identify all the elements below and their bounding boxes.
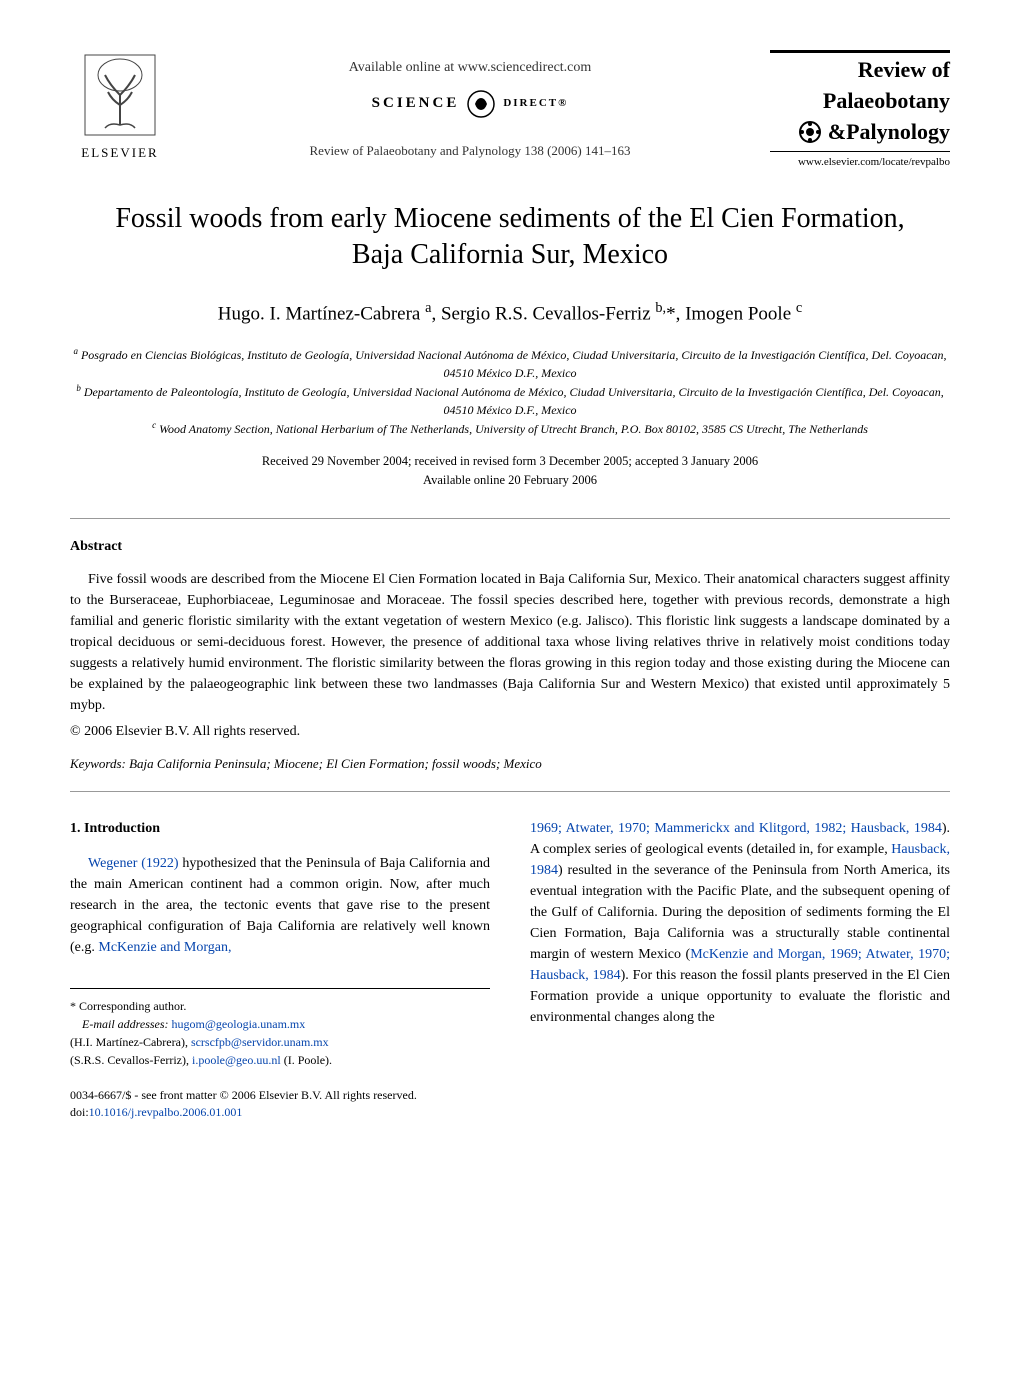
abstract-copyright: © 2006 Elsevier B.V. All rights reserved…: [70, 722, 950, 742]
journal-title-line3: &Palynology: [770, 117, 950, 148]
email-line-2: (H.I. Martínez-Cabrera), scrscfpb@servid…: [70, 1033, 490, 1051]
refs-link-1[interactable]: 1969; Atwater, 1970; Mammerickx and Klit…: [530, 821, 942, 836]
science-text: SCIENCE: [372, 93, 460, 114]
keywords-text: Baja California Peninsula; Miocene; El C…: [129, 756, 542, 771]
elsevier-logo: ELSEVIER: [70, 50, 170, 162]
journal-url: www.elsevier.com/locate/revpalbo: [770, 151, 950, 170]
elsevier-label: ELSEVIER: [81, 144, 158, 162]
keywords-label: Keywords:: [70, 756, 126, 771]
affiliations: a Posgrado en Ciencias Biológicas, Insti…: [70, 345, 950, 438]
dates-received: Received 29 November 2004; received in r…: [70, 452, 950, 471]
email2-owner: (S.R.S. Cevallos-Ferriz),: [70, 1053, 192, 1067]
intro-para-left: Wegener (1922) hypothesized that the Pen…: [70, 853, 490, 958]
intro-para-right: 1969; Atwater, 1970; Mammerickx and Klit…: [530, 818, 950, 1028]
sciencedirect-logo: SCIENCE DIRECT®: [170, 90, 770, 118]
footnotes: * Corresponding author. E-mail addresses…: [70, 988, 490, 1069]
email3-owner: (I. Poole).: [281, 1053, 332, 1067]
corresponding-author: * Corresponding author.: [70, 997, 490, 1015]
doi-line: doi:10.1016/j.revpalbo.2006.01.001: [70, 1104, 490, 1121]
article-title: Fossil woods from early Miocene sediment…: [110, 201, 910, 274]
affiliation-a: a Posgrado en Ciencias Biológicas, Insti…: [70, 345, 950, 382]
article-dates: Received 29 November 2004; received in r…: [70, 452, 950, 490]
elsevier-tree-icon: [80, 50, 160, 140]
journal-title-line1: Review of: [770, 50, 950, 86]
mckenzie-link-1[interactable]: McKenzie and Morgan,: [98, 940, 231, 955]
keywords: Keywords: Baja California Peninsula; Mio…: [70, 755, 950, 773]
front-matter: 0034-6667/$ - see front matter © 2006 El…: [70, 1087, 490, 1104]
abstract-heading: Abstract: [70, 537, 950, 557]
authors: Hugo. I. Martínez-Cabrera a, Sergio R.S.…: [70, 299, 950, 328]
body-columns: 1. Introduction Wegener (1922) hypothesi…: [70, 818, 950, 1121]
email-1[interactable]: hugom@geologia.unam.mx: [172, 1017, 306, 1031]
email1-owner: (H.I. Martínez-Cabrera),: [70, 1035, 191, 1049]
sciencedirect-icon: [467, 90, 495, 118]
journal-reference: Review of Palaeobotany and Palynology 13…: [170, 142, 770, 160]
column-right: 1969; Atwater, 1970; Mammerickx and Klit…: [530, 818, 950, 1121]
email-3[interactable]: i.poole@geo.uu.nl: [192, 1053, 281, 1067]
journal-title-line3-text: &Palynology: [828, 117, 950, 148]
header-row: ELSEVIER Available online at www.science…: [70, 50, 950, 171]
dates-online: Available online 20 February 2006: [70, 471, 950, 490]
doi-prefix: doi:: [70, 1105, 89, 1119]
center-header: Available online at www.sciencedirect.co…: [170, 50, 770, 160]
available-online-text: Available online at www.sciencedirect.co…: [170, 58, 770, 78]
divider-top: [70, 518, 950, 519]
divider-bottom: [70, 791, 950, 792]
email-2[interactable]: scrscfpb@servidor.unam.mx: [191, 1035, 329, 1049]
doi-link[interactable]: 10.1016/j.revpalbo.2006.01.001: [89, 1105, 243, 1119]
email-line-1: E-mail addresses: hugom@geologia.unam.mx: [70, 1015, 490, 1033]
column-left: 1. Introduction Wegener (1922) hypothesi…: [70, 818, 490, 1121]
affiliation-c: c Wood Anatomy Section, National Herbari…: [70, 419, 950, 438]
footer-meta: 0034-6667/$ - see front matter © 2006 El…: [70, 1087, 490, 1121]
direct-text: DIRECT®: [503, 96, 568, 111]
email-line-3: (S.R.S. Cevallos-Ferriz), i.poole@geo.uu…: [70, 1051, 490, 1069]
journal-title-line2: Palaeobotany: [770, 86, 950, 117]
intro-heading: 1. Introduction: [70, 818, 490, 839]
email-label: E-mail addresses:: [82, 1017, 169, 1031]
palynology-icon: [798, 120, 822, 144]
wegener-link[interactable]: Wegener (1922): [88, 856, 179, 871]
affiliation-b: b Departamento de Paleontología, Institu…: [70, 382, 950, 419]
journal-logo: Review of Palaeobotany &Palynology www.e…: [770, 50, 950, 171]
abstract-text: Five fossil woods are described from the…: [70, 569, 950, 716]
